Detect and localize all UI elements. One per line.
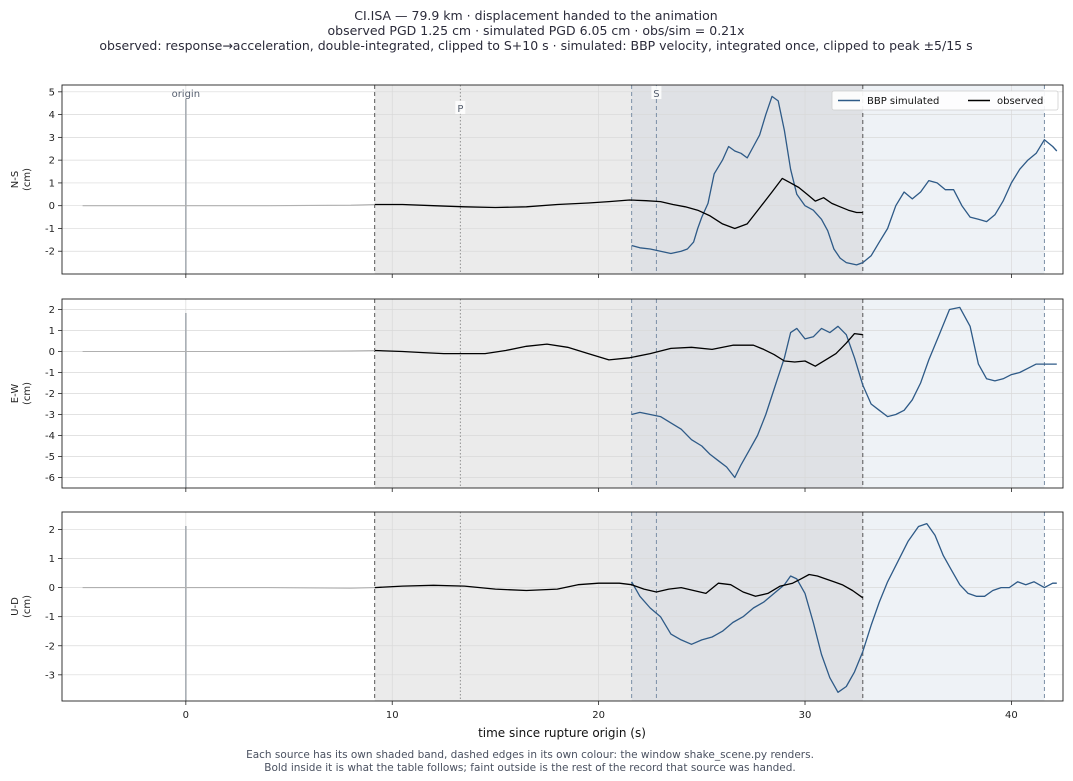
legend-observed-label: observed [997,96,1043,107]
y-tick-label: -2 [45,247,55,258]
legend-simulated-label: BBP simulated [867,96,939,107]
panel-frame [61,298,1064,489]
chart-title-line-2: observed PGD 1.25 cm · simulated PGD 6.0… [328,23,745,38]
x-tick-label: 40 [1005,710,1018,721]
y-tick-label: 5 [49,87,55,98]
s-label-bg [651,86,662,99]
x-tick-label: 10 [386,710,399,721]
origin-label: origin [172,89,200,100]
y-tick-label: -3 [45,410,55,421]
y-tick-label: -1 [45,224,55,235]
y-tick-label: -2 [45,641,55,652]
panel-ns: -2 -1 0 1 2 3 4 5 N-S (cm) origin P S BBP simulated ob… [10,84,1064,278]
x-tick-label: 20 [592,710,605,721]
observed-series-line [374,573,864,599]
observed-faint-series-line [82,349,375,353]
panel-frame [61,84,1064,275]
y-tick-label: -5 [45,452,55,463]
x-axis-label: time since rupture origin (s) [478,726,646,740]
y-axis-label: N-S [10,171,21,188]
footer-line-1: Each source has its own shaded band, das… [246,749,814,761]
x-tick-label: 0 [183,710,189,721]
y-tick-label: -1 [45,612,55,623]
observed-faint-series-line [82,203,375,207]
footer-line-2: Bold inside it is what the table follows… [264,762,795,774]
legend-box [831,90,1059,111]
y-tick-label: 1 [49,178,55,189]
y-tick-label: 3 [49,133,55,144]
y-tick-label: -4 [45,431,55,442]
observed-faint-series-line [82,587,375,589]
y-axis-unit-label: (cm) [22,595,33,618]
y-tick-label: 0 [49,583,55,594]
y-tick-label: 0 [49,347,55,358]
y-tick-label: -2 [45,389,55,400]
legend: BBP simulated observed [831,90,1059,111]
panel-ud: -3 -2 -1 0 1 2 U-D (cm) 0 10 20 30 40 [10,511,1064,721]
y-tick-label: 1 [49,326,55,337]
y-tick-label: 2 [49,156,55,167]
simulated-series-line [631,95,1058,266]
y-tick-label: 2 [49,525,55,536]
p-label-bg [455,101,466,114]
y-axis-unit-label: (cm) [22,168,33,191]
y-tick-label: -3 [45,670,55,681]
y-tick-label: 0 [49,201,55,212]
s-arrival-label: S [653,89,659,100]
chart-title-line-1: CI.ISA — 79.9 km · displacement handed t… [354,8,717,23]
y-tick-label: -1 [45,368,55,379]
y-axis-label: E-W [10,384,21,404]
overlap-window-band [631,512,863,701]
observed-series-line [374,177,863,230]
simulated-series-line [631,306,1057,479]
y-tick-label: 2 [49,305,55,316]
observed-series-line [374,332,863,367]
simulated-series-line [631,522,1057,693]
panel-frame [61,511,1064,702]
overlap-window-band [631,85,863,274]
y-axis-unit-label: (cm) [22,382,33,405]
y-axis-label: U-D [10,597,21,616]
panel-ew: -6 -5 -4 -3 -2 -1 0 1 2 E-W (cm) [10,298,1064,492]
y-tick-label: 4 [49,110,55,121]
p-arrival-label: P [457,104,463,115]
x-tick-label: 30 [799,710,812,721]
y-tick-label: -6 [45,473,55,484]
y-tick-label: 1 [49,554,55,565]
chart-title-line-3: observed: response→acceleration, double-… [99,38,972,53]
